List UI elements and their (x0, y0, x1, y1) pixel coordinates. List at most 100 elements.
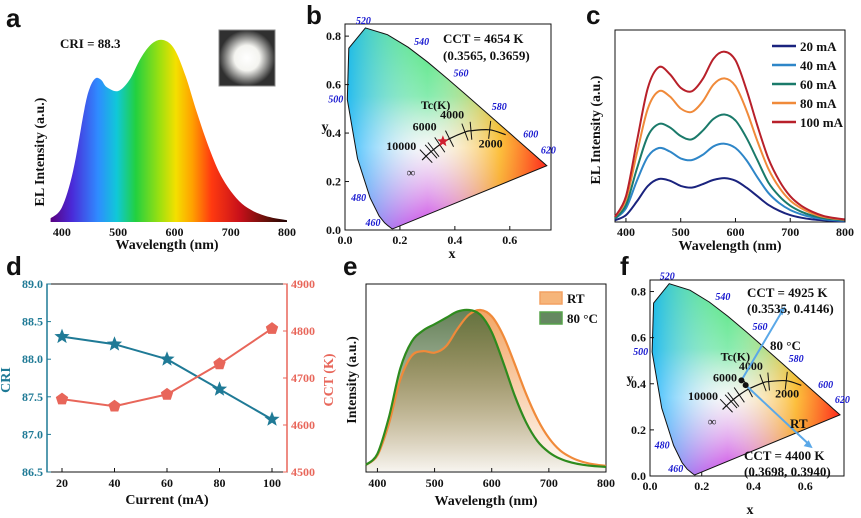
data-point-pentagon (108, 399, 121, 412)
cie-point-80c (738, 377, 745, 384)
panel-d: d 86.5 87.0 87.5 88.0 88.5 89.0 4500 4600 4700 48… (0, 251, 337, 508)
wavelength-label: 520 (660, 272, 675, 283)
data-point-star (211, 381, 228, 396)
x-tick-label-a: 600 (165, 225, 183, 239)
wavelength-label: 600 (818, 380, 833, 391)
y-axis-label-b: y (322, 120, 329, 135)
right-tick-label: 4600 (291, 418, 315, 432)
wavelength-label: 580 (492, 102, 507, 113)
right-tick-label: 4800 (291, 324, 315, 338)
y-tick-label: 0.2 (326, 175, 341, 189)
x-ticks-c: 400 500 600 700 800 (617, 218, 854, 239)
isotherm-tick (727, 392, 740, 407)
legend-e: RT 80 °C (539, 291, 598, 326)
panel-c: c 20 mA 40 mA 60 mA 80 mA 100 mA Wavelength … (586, 0, 854, 254)
cct-annotation-b: CCT = 4654 K (443, 31, 524, 46)
data-point-star (106, 336, 123, 351)
isotherm-tick (767, 372, 770, 391)
left-tick-label: 88.5 (22, 315, 43, 329)
legend-label: 60 mA (800, 77, 837, 92)
panel-label-b: b (306, 0, 322, 30)
data-point-star (264, 411, 280, 426)
isotherm-tick (488, 120, 492, 139)
temperature-label: 4000 (440, 108, 464, 122)
plot-frame-c (614, 29, 846, 223)
wavelength-label: 560 (453, 69, 468, 80)
x-tick-label: 0.6 (502, 233, 517, 247)
x-tick-label-c: 600 (726, 225, 744, 239)
data-point-star (159, 351, 175, 366)
x-tick-label: 0.2 (694, 479, 709, 493)
y-tick-label: 0.0 (631, 469, 646, 483)
x-tick-label-d: 40 (109, 476, 121, 490)
y-axis-label-a: EL Intensity (a.u.) (33, 97, 48, 206)
series-line (614, 113, 846, 222)
x-tick-label-a: 800 (278, 225, 296, 239)
x-tick-label: 0.4 (746, 479, 761, 493)
plot-frame-d (46, 283, 288, 473)
y-axis-label-f: y (627, 372, 634, 387)
series-line (365, 308, 607, 468)
wavelength-label: 600 (523, 130, 538, 141)
panel-label-d: d (6, 251, 22, 281)
x-tick-label: 0.0 (643, 479, 658, 493)
arrowhead-rt (803, 440, 813, 449)
panel-label-c: c (586, 0, 600, 30)
legend-label: 40 mA (800, 58, 837, 73)
arrow-rt (744, 384, 809, 444)
left-tick-label: 87.0 (22, 427, 43, 441)
spectrum-fill (50, 39, 287, 223)
y-axis-label-c: EL Intensity (a.u.) (589, 75, 604, 184)
arrowhead-80c (777, 306, 786, 316)
panel-a: a CRI = 88.3 EL Intensity (a.u.) Wavelen… (6, 3, 296, 253)
plot-frame-e (365, 283, 607, 473)
temperature-label: 2000 (775, 387, 799, 401)
y-tick-label: 0.6 (631, 331, 646, 345)
x-tick-label-d: 80 (214, 476, 226, 490)
x-tick-label-a: 500 (109, 225, 127, 239)
tc-label: Tc(K) (721, 350, 751, 364)
x-tick-label-c: 800 (836, 225, 854, 239)
series-line (614, 77, 846, 221)
isotherm-tick (419, 149, 433, 164)
isotherm-tick (784, 371, 788, 390)
data-point-pentagon (265, 322, 279, 334)
legend-label: 80 mA (800, 96, 837, 111)
x-tick-label-e: 500 (426, 476, 444, 490)
isotherm-tick (469, 121, 473, 140)
left-tick-label: 89.0 (22, 277, 43, 291)
legend-c: 20 mA 40 mA 60 mA 80 mA 100 mA (772, 39, 844, 130)
wavelength-label: 460 (365, 218, 381, 229)
x-tick-label-e: 400 (368, 476, 386, 490)
x-tick-label-c: 400 (617, 225, 635, 239)
legend-label: 20 mA (800, 39, 837, 54)
led-photo-inset (218, 29, 276, 87)
data-point-pentagon (55, 392, 69, 405)
x-tick-label-a: 700 (222, 225, 240, 239)
temperature-label: 10000 (386, 139, 416, 153)
tc-label: Tc(K) (421, 98, 451, 112)
x-tick-label: 0.0 (338, 233, 353, 247)
legend-swatch (539, 311, 563, 325)
temperature-label: 6000 (413, 120, 437, 134)
wavelength-label: 480 (654, 440, 670, 451)
spectrum-area (50, 39, 287, 223)
data-point-pentagon (213, 357, 226, 370)
right-tick-label: 4500 (291, 465, 315, 479)
x-axis-label-c: Wavelength (nm) (678, 239, 781, 254)
legend-label: 100 mA (800, 115, 844, 130)
x-tick-label-c: 700 (781, 225, 799, 239)
wavelength-label: 540 (414, 37, 429, 48)
panel-e: e 400 500 600 700 800 RT 80 °C Wavelength (nm… (343, 251, 615, 509)
temperature-label: 6000 (713, 370, 737, 384)
y-tick-label: 0.6 (326, 78, 341, 92)
cct-80c-annotation: CCT = 4925 K (747, 285, 828, 300)
wavelength-label: 580 (789, 354, 804, 365)
wavelength-label: 560 (753, 322, 768, 333)
wavelength-label: 480 (350, 193, 366, 204)
panel-label-e: e (343, 251, 357, 281)
series-line (614, 177, 846, 223)
panel-label-f: f (620, 251, 629, 281)
y-axis-label-e: Intensity (a.u.) (345, 336, 360, 424)
